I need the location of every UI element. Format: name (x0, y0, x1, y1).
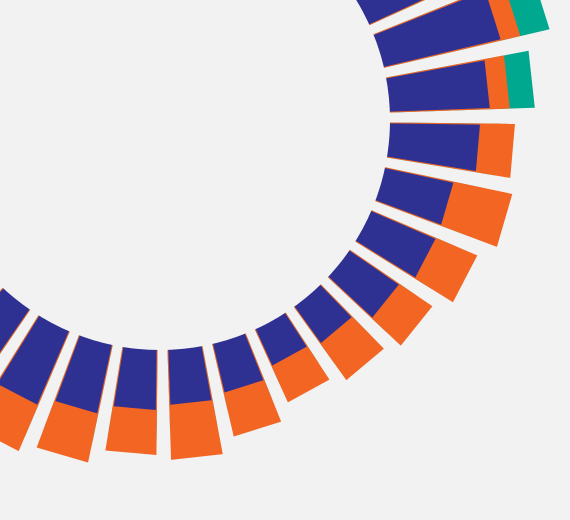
ray-navy (55, 326, 114, 414)
ray-navy (321, 244, 399, 318)
ray-navy (364, 0, 501, 70)
ray-navy (0, 307, 73, 405)
center-circle (0, 0, 390, 350)
ray-navy (167, 336, 212, 405)
ray-navy (347, 207, 436, 278)
ray-group (0, 0, 550, 463)
ray-navy (113, 337, 157, 410)
ray-navy (376, 60, 490, 113)
ray-navy (210, 324, 264, 393)
ray-navy (377, 123, 480, 171)
ray-navy (366, 166, 454, 225)
